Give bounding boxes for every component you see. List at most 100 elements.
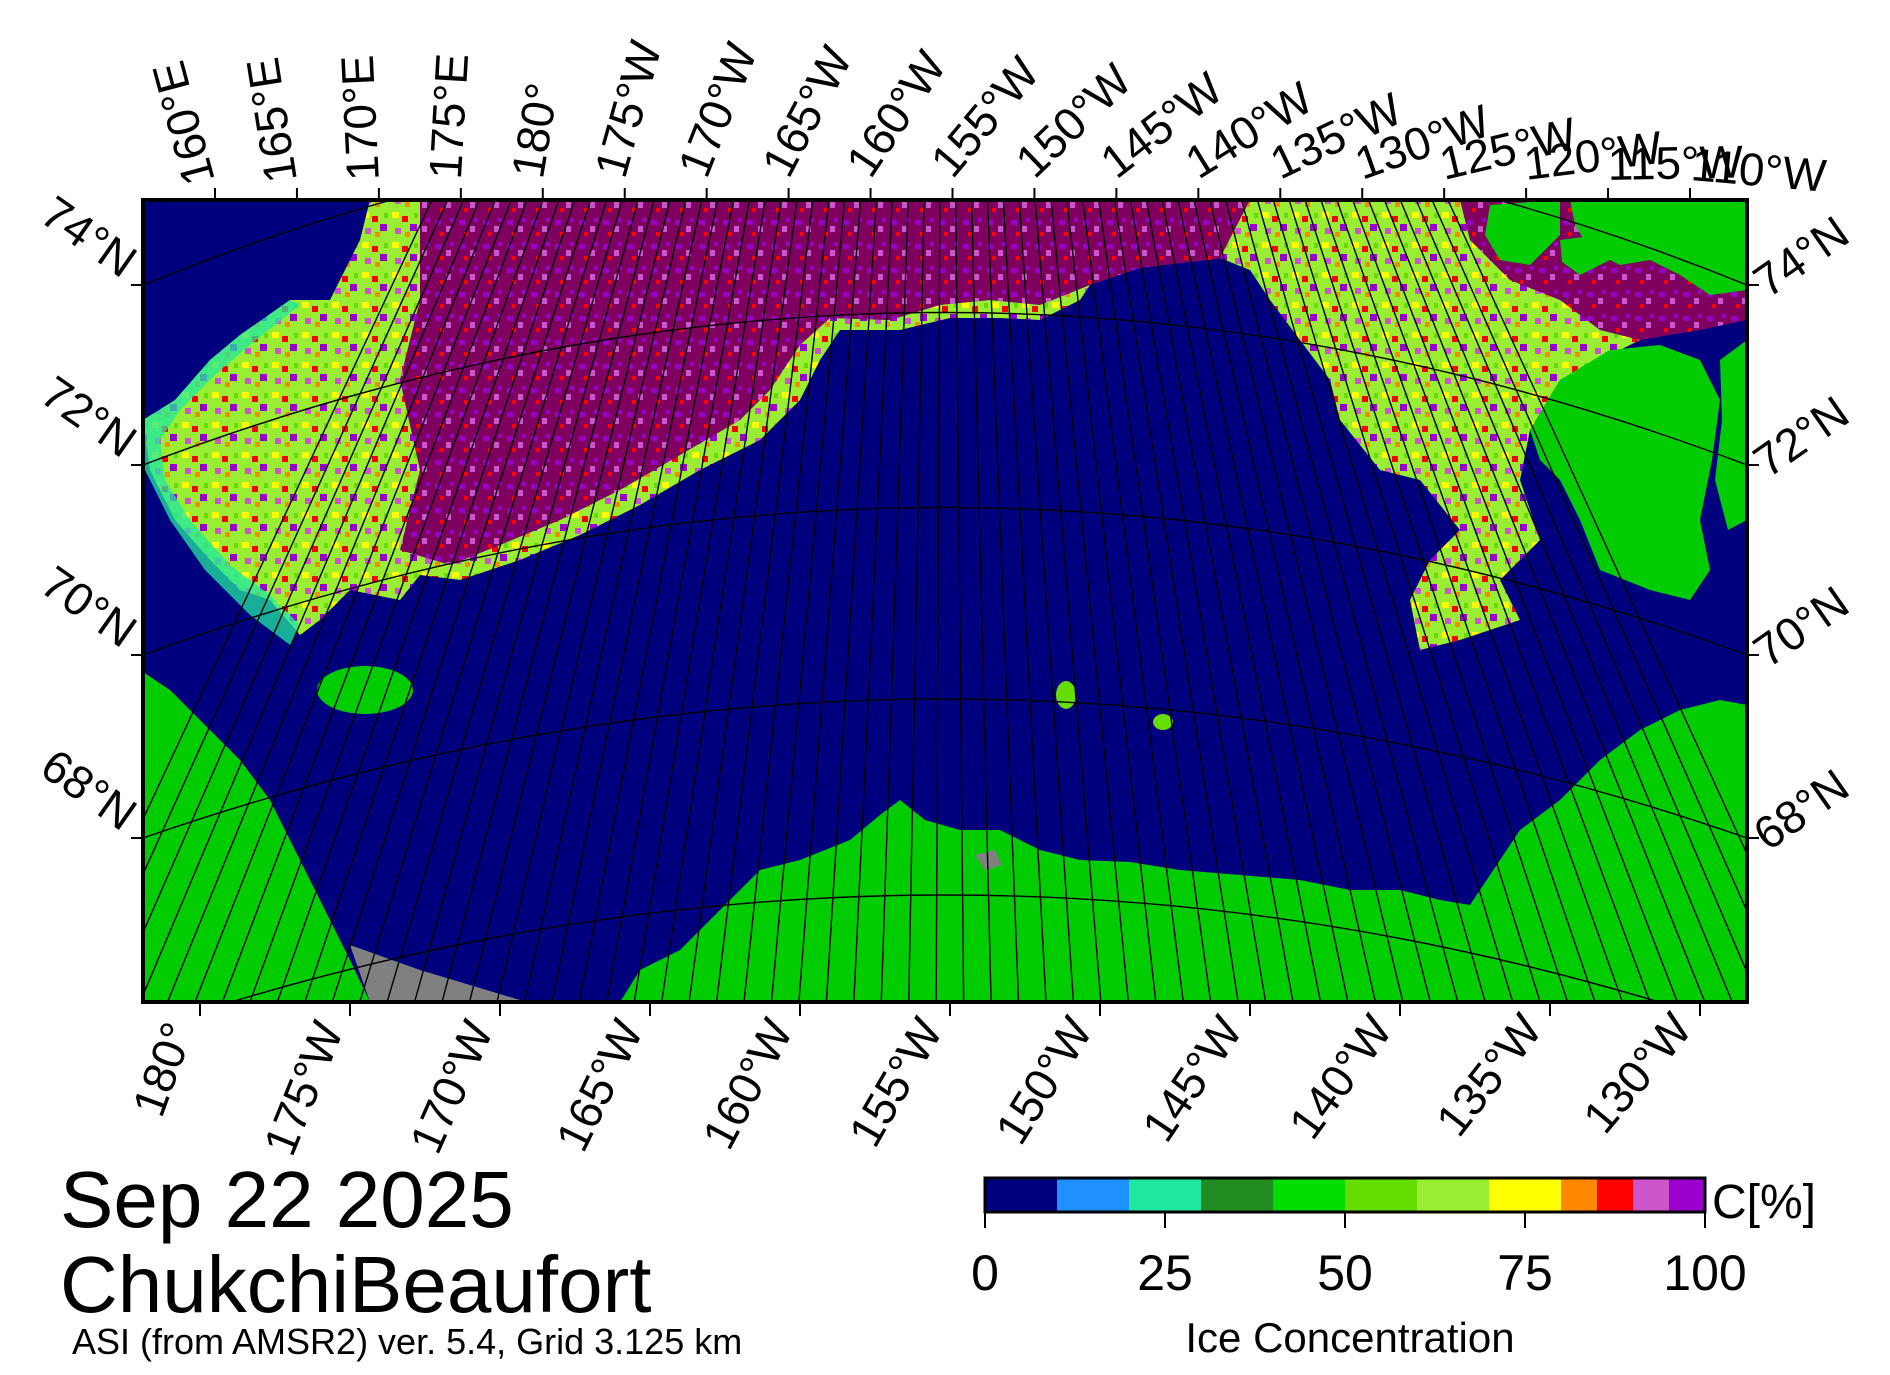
meridian-line xyxy=(955,200,965,1002)
meridian-line xyxy=(1082,200,1184,1002)
meridian-line xyxy=(1431,200,1747,913)
colorbar-bin xyxy=(985,1178,1057,1212)
meridian-line xyxy=(1050,200,1130,1002)
latitude-line-70 xyxy=(143,506,1747,656)
bottom-lon-label: 150°W xyxy=(985,1007,1103,1153)
map-frame xyxy=(141,198,1749,1004)
meridian-line xyxy=(468,200,671,1002)
colorbar-bin xyxy=(1489,1178,1561,1212)
meridian-line xyxy=(1320,200,1596,1002)
meridian-line xyxy=(1097,200,1212,1002)
colorbar-bin xyxy=(1345,1178,1417,1212)
meridian-line xyxy=(221,200,528,1002)
meridian-line xyxy=(970,200,992,1002)
top-lon-label: 115°W xyxy=(1607,135,1744,190)
land-eglinton-island xyxy=(1560,235,1610,275)
meridian-line xyxy=(1272,200,1514,1002)
meridian-line xyxy=(1145,200,1294,1002)
colorbar-bin xyxy=(1417,1178,1489,1212)
ice-edge-west xyxy=(143,200,1090,635)
left-lat-label: 70°N xyxy=(32,556,146,658)
top-lon-label: 165°E xyxy=(236,54,307,186)
meridian-line xyxy=(1383,200,1706,1002)
top-lon-label: 170°E xyxy=(331,54,389,182)
meridian-line xyxy=(1034,200,1102,1002)
meridian-line xyxy=(441,200,655,1002)
bottom-lon-label: 165°W xyxy=(546,1011,654,1159)
meridian-line xyxy=(1066,200,1157,1002)
meridian-line xyxy=(249,200,544,1002)
meridian-line xyxy=(578,200,735,1002)
meridian-line xyxy=(1415,200,1747,975)
land-melville-island xyxy=(1570,200,1747,295)
colorbar-bin xyxy=(1633,1178,1669,1212)
meridian-line xyxy=(166,200,497,1002)
meridian-line xyxy=(1304,200,1569,1002)
right-lat-label: 74°N xyxy=(1744,206,1858,308)
islet-1 xyxy=(1056,681,1076,709)
meridian-line xyxy=(1161,200,1322,1002)
meridian-line xyxy=(143,200,465,935)
right-lat-label: 72°N xyxy=(1744,386,1858,488)
land-alaska xyxy=(620,700,1747,1002)
colorbar-bins xyxy=(985,1178,1705,1212)
meridian-line xyxy=(276,200,560,1002)
meridian-line xyxy=(880,200,909,1002)
meridian-line xyxy=(304,200,576,1002)
date-label: Sep 22 2025 xyxy=(60,1155,514,1244)
meridian-line xyxy=(633,200,766,1002)
bottom-lon-label: 170°W xyxy=(399,1012,503,1160)
colorbar-bin xyxy=(1597,1178,1633,1212)
bottom-lon-label: 160°W xyxy=(692,1010,803,1157)
bottom-lon-label: 155°W xyxy=(838,1008,953,1155)
meridian-line xyxy=(523,200,703,1002)
colorbar-title: Ice Concentration xyxy=(1185,1314,1514,1361)
bottom-lon-label: 175°W xyxy=(253,1014,353,1162)
meridian-line xyxy=(1224,200,1432,1002)
land-banks-island xyxy=(1530,345,1720,600)
bottom-lon-label: 135°W xyxy=(1426,1004,1553,1146)
right-lat-label: 70°N xyxy=(1744,576,1858,678)
colorbar-bin xyxy=(1273,1178,1345,1212)
meridian-line xyxy=(935,200,941,1002)
meridian-line xyxy=(1177,200,1349,1002)
meridian-line xyxy=(1288,200,1541,1002)
land-chukotka xyxy=(143,672,370,1002)
land-prince-patrick-island xyxy=(1485,200,1560,265)
top-lon-label: 110°W xyxy=(1689,138,1829,202)
meridian-line xyxy=(606,200,751,1002)
meridian-line xyxy=(1447,200,1747,856)
islet-2 xyxy=(1153,714,1173,730)
wrangel-island xyxy=(317,666,413,714)
top-lon-label: 160°E xyxy=(142,56,225,191)
meridian-line xyxy=(496,200,687,1002)
meridian-line xyxy=(688,200,798,1002)
meridian-line xyxy=(143,200,481,997)
land-victoria-island xyxy=(1715,340,1747,530)
left-lat-label: 72°N xyxy=(32,366,146,468)
meridian-line xyxy=(908,200,925,1002)
meridian-line xyxy=(358,200,608,1002)
meridian-line xyxy=(1367,200,1679,1002)
missing-data-barrow xyxy=(975,850,1002,870)
meridian-line xyxy=(1336,200,1624,1002)
latitude-line-66 xyxy=(228,894,1662,1002)
right-lat-label: 68°N xyxy=(1744,759,1858,861)
bottom-lon-label: 180° xyxy=(122,1016,203,1123)
colorbar-bin xyxy=(1669,1178,1705,1212)
colorbar-tick-label: 25 xyxy=(1137,1245,1193,1301)
meridian-line xyxy=(743,200,830,1002)
meridian-line xyxy=(194,200,512,1002)
meridian-line xyxy=(660,200,782,1002)
colorbar-tick-label: 50 xyxy=(1317,1245,1373,1301)
meridian-line xyxy=(386,200,624,1002)
meridian-line xyxy=(986,200,1020,1002)
left-lat-label: 68°N xyxy=(32,739,146,841)
meridian-line xyxy=(853,200,893,1002)
missing-data-chukotka xyxy=(350,945,530,1002)
meridian-line xyxy=(715,200,814,1002)
meridian-line xyxy=(143,200,433,821)
meridian-line xyxy=(1240,200,1459,1002)
